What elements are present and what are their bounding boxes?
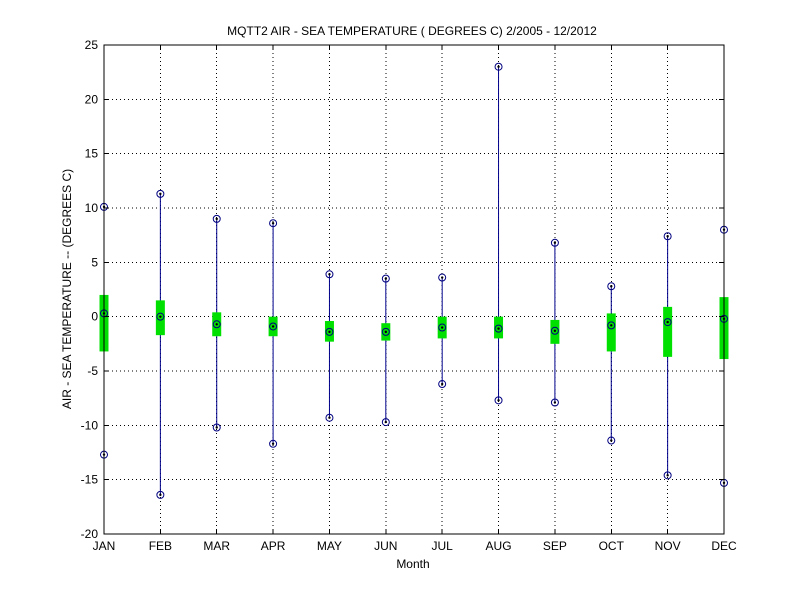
x-tick-label: APR — [261, 539, 286, 553]
y-axis-label: AIR - SEA TEMPERATURE -- (DEGREES C) — [60, 169, 74, 409]
max-marker-dot — [610, 285, 613, 288]
max-marker — [156, 189, 165, 198]
median-marker-dot — [553, 329, 557, 332]
min-marker — [494, 396, 503, 405]
min-marker-dot — [271, 442, 275, 446]
min-marker — [269, 439, 278, 448]
min-marker — [212, 423, 221, 432]
median-marker-dot — [384, 330, 388, 334]
y-tick-label: -10 — [81, 418, 99, 432]
x-axis-label: Month — [396, 557, 429, 571]
plot-frame — [103, 44, 725, 535]
x-tick-label: NOV — [655, 539, 681, 553]
median-marker-dot — [159, 315, 162, 318]
x-tick-label: MAR — [203, 539, 230, 553]
max-marker-dot — [328, 273, 331, 276]
max-marker — [269, 219, 278, 228]
iqr-box — [606, 313, 616, 352]
max-marker — [381, 274, 390, 283]
median-marker — [381, 327, 390, 336]
median-marker — [494, 324, 503, 333]
x-tick-label: FEB — [149, 539, 172, 553]
y-tick-label: 25 — [85, 38, 99, 52]
max-marker — [212, 214, 221, 223]
median-marker-dot — [271, 325, 275, 328]
median-marker — [663, 318, 672, 327]
x-tick-label: JAN — [93, 539, 116, 553]
y-tick-label: -5 — [87, 364, 98, 378]
median-marker-dot — [215, 323, 218, 326]
min-marker-dot — [610, 439, 613, 442]
y-tick-label: 15 — [85, 147, 99, 161]
min-marker — [156, 490, 165, 499]
median-marker — [269, 322, 278, 331]
median-marker-dot — [610, 324, 613, 327]
max-marker-dot — [666, 235, 669, 238]
y-tick-label: 20 — [85, 92, 99, 106]
y-tick-label: 10 — [85, 201, 99, 215]
median-marker — [156, 312, 165, 321]
max-marker — [663, 232, 672, 241]
x-tick-label: DEC — [711, 539, 737, 553]
max-marker — [607, 282, 616, 291]
min-marker-dot — [328, 416, 331, 419]
y-tick-label: 5 — [91, 255, 98, 269]
y-tick-label: -20 — [81, 527, 99, 541]
median-marker — [325, 327, 334, 336]
min-marker-dot — [384, 420, 388, 424]
min-marker-dot — [666, 474, 669, 477]
max-marker-dot — [384, 277, 388, 280]
x-tick-label: JUL — [432, 539, 454, 553]
median-marker — [607, 321, 616, 330]
min-marker — [607, 436, 616, 445]
y-tick-label: -15 — [81, 473, 99, 487]
x-tick-label: SEP — [543, 539, 567, 553]
median-marker-dot — [328, 330, 331, 334]
median-marker-dot — [666, 320, 669, 324]
max-marker — [438, 273, 447, 282]
max-marker — [325, 270, 334, 279]
max-marker — [550, 238, 559, 247]
max-marker-dot — [553, 241, 557, 244]
max-marker-dot — [440, 276, 444, 279]
max-marker — [494, 62, 503, 71]
x-tick-label: OCT — [599, 539, 625, 553]
min-marker-dot — [159, 493, 162, 497]
min-marker — [663, 471, 672, 480]
min-marker-dot — [215, 426, 218, 429]
min-marker — [550, 398, 559, 407]
x-tick-label: MAY — [317, 539, 342, 553]
min-marker — [325, 413, 334, 422]
max-marker-dot — [159, 192, 162, 196]
chart-title: MQTT2 AIR - SEA TEMPERATURE ( DEGREES C)… — [227, 24, 597, 38]
min-marker-dot — [497, 399, 500, 402]
max-marker-dot — [215, 217, 218, 221]
median-marker-dot — [497, 327, 500, 330]
min-marker-dot — [440, 382, 444, 386]
max-marker-dot — [271, 222, 275, 225]
median-marker-dot — [440, 326, 444, 329]
data-layer — [99, 62, 729, 499]
x-tick-label: JUN — [374, 539, 397, 553]
y-tick-label: 0 — [91, 310, 98, 324]
min-marker — [438, 380, 447, 389]
median-marker — [550, 326, 559, 335]
max-marker-dot — [497, 65, 500, 68]
median-marker — [212, 320, 221, 329]
min-marker — [381, 418, 390, 427]
median-marker — [438, 323, 447, 332]
x-tick-label: AUG — [486, 539, 512, 553]
iqr-box — [663, 306, 673, 357]
min-marker-dot — [553, 401, 557, 404]
